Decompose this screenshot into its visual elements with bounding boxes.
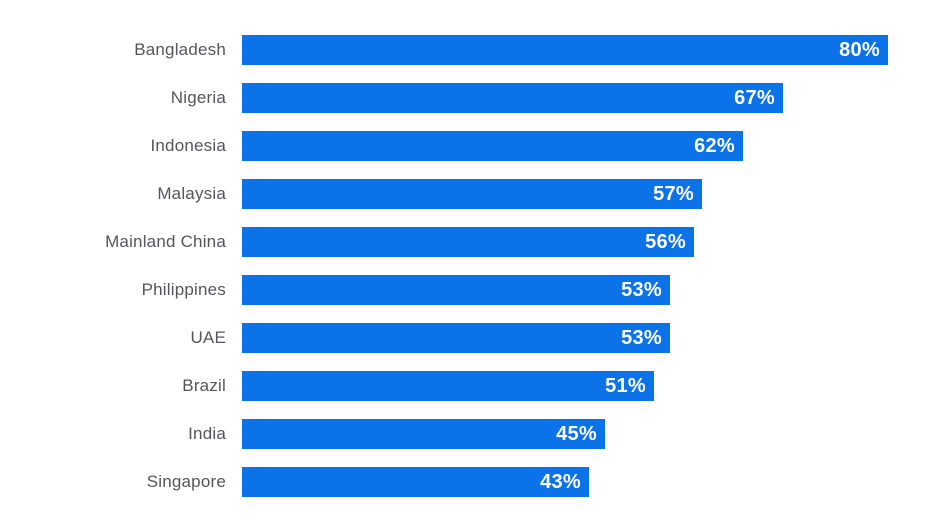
bar-track: 57% [242, 179, 945, 209]
bar-track: 45% [242, 419, 945, 449]
bar-row: Philippines 53% [0, 266, 945, 314]
value-label: 53% [621, 327, 662, 349]
value-label: 56% [645, 231, 686, 253]
bar: 57% [242, 179, 702, 209]
bar-track: 51% [242, 371, 945, 401]
value-label: 57% [653, 183, 694, 205]
bar: 56% [242, 227, 694, 257]
category-label: Indonesia [150, 136, 226, 155]
bar-track: 67% [242, 83, 945, 113]
value-label: 67% [734, 87, 775, 109]
value-label: 53% [621, 279, 662, 301]
bar-row: India 45% [0, 410, 945, 458]
bar-row: Malaysia 57% [0, 170, 945, 218]
category-label: Singapore [146, 472, 226, 491]
bar-track: 43% [242, 467, 945, 497]
category-label: Bangladesh [134, 40, 226, 59]
bar-track: 53% [242, 323, 945, 353]
bar-track: 56% [242, 227, 945, 257]
value-label: 62% [694, 135, 735, 157]
value-label: 51% [605, 375, 646, 397]
category-label: Brazil [182, 376, 226, 395]
bar: 45% [242, 419, 605, 449]
bar-row: Indonesia 62% [0, 122, 945, 170]
bar: 62% [242, 131, 743, 161]
value-label: 45% [556, 423, 597, 445]
bar: 80% [242, 35, 888, 65]
bar: 67% [242, 83, 783, 113]
value-label: 80% [839, 39, 880, 61]
bar-track: 80% [242, 35, 945, 65]
category-label: India [188, 424, 226, 443]
category-label: UAE [190, 328, 226, 347]
category-label: Philippines [141, 280, 226, 299]
category-label: Mainland China [105, 232, 226, 251]
bar-row: Brazil 51% [0, 362, 945, 410]
bar-row: Bangladesh 80% [0, 26, 945, 74]
bar: 53% [242, 275, 670, 305]
value-label: 43% [540, 471, 581, 493]
category-label: Nigeria [170, 88, 226, 107]
bar-track: 53% [242, 275, 945, 305]
bar-row: Nigeria 67% [0, 74, 945, 122]
bar-row: UAE 53% [0, 314, 945, 362]
bar-row: Mainland China 56% [0, 218, 945, 266]
bar-row: Singapore 43% [0, 458, 945, 506]
bar-track: 62% [242, 131, 945, 161]
bar: 51% [242, 371, 654, 401]
category-label: Malaysia [157, 184, 226, 203]
bar: 53% [242, 323, 670, 353]
bar: 43% [242, 467, 589, 497]
